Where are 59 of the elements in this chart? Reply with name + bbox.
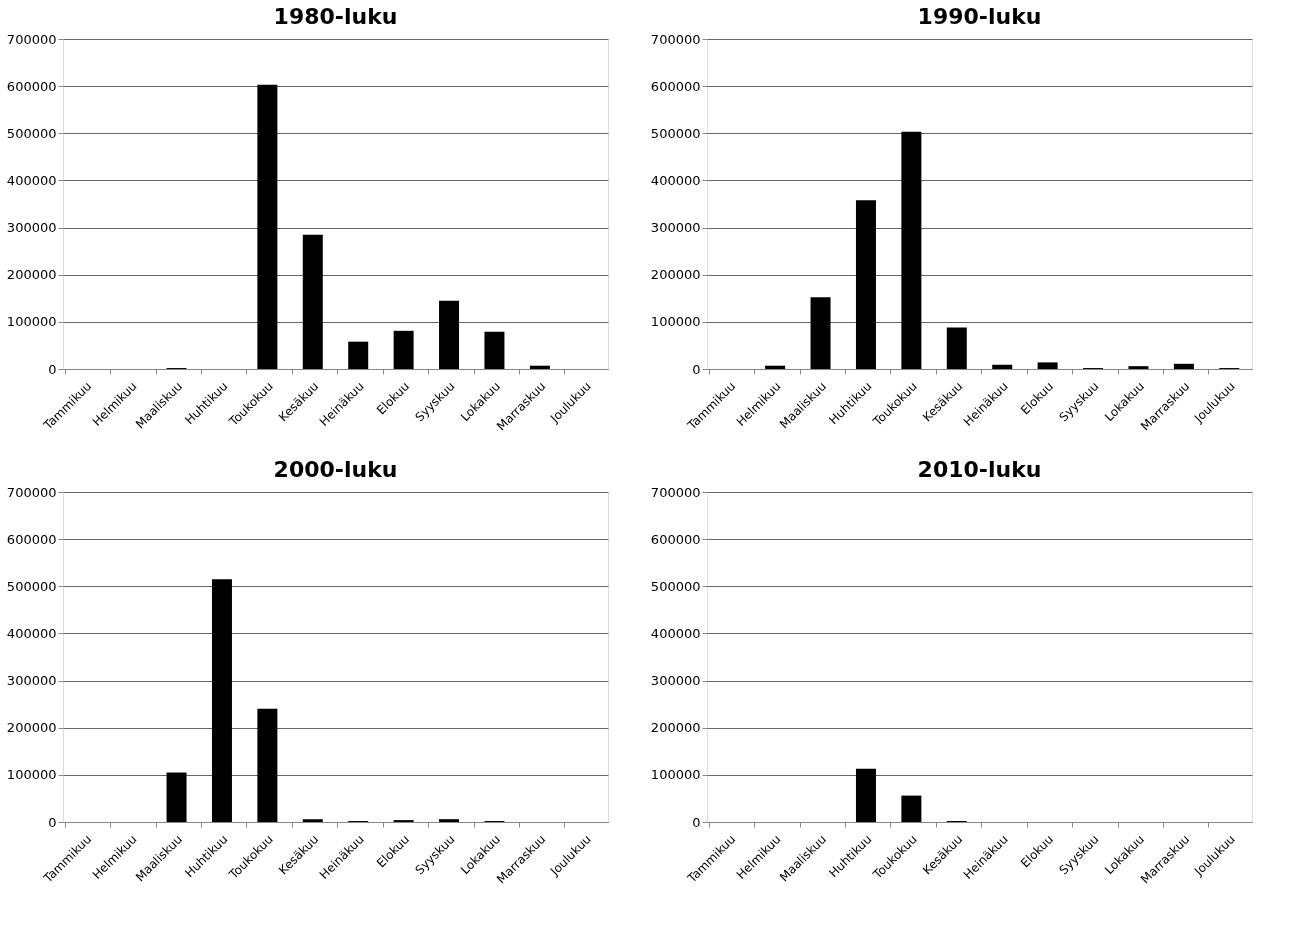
y-tick-label: 200000 [650, 267, 701, 283]
bar [992, 364, 1013, 369]
y-tick-label: 700000 [650, 31, 701, 47]
y-tick-label: 0 [48, 814, 57, 830]
bar [1128, 366, 1149, 369]
bar [257, 84, 278, 369]
bar [211, 579, 232, 822]
y-tick-label: 600000 [650, 531, 701, 547]
chart-title: 1980-luku [273, 4, 398, 29]
y-tick-label: 200000 [650, 720, 701, 736]
chart-title: 1990-luku [917, 4, 1042, 29]
bar [439, 819, 460, 822]
y-tick-label: 700000 [6, 484, 57, 500]
y-tick-label: 500000 [650, 125, 701, 141]
y-tick-label: 600000 [650, 78, 701, 94]
bar [529, 365, 550, 369]
chart-title: 2000-luku [273, 457, 398, 482]
y-tick-label: 400000 [650, 172, 701, 188]
bar [765, 365, 786, 369]
y-tick-label: 300000 [6, 220, 57, 236]
y-tick-label: 600000 [6, 531, 57, 547]
bar [302, 234, 323, 369]
y-tick-label: 200000 [6, 720, 57, 736]
bar [439, 300, 460, 369]
y-tick-label: 400000 [6, 625, 57, 641]
y-tick-label: 300000 [650, 673, 701, 689]
y-tick-label: 700000 [650, 484, 701, 500]
y-tick-label: 100000 [6, 767, 57, 783]
y-tick-label: 300000 [650, 220, 701, 236]
y-tick-label: 400000 [650, 625, 701, 641]
bar [257, 708, 278, 822]
y-tick-label: 0 [692, 814, 701, 830]
bar [393, 330, 414, 369]
bar [1037, 362, 1058, 369]
bar [946, 327, 967, 369]
y-tick-label: 600000 [6, 78, 57, 94]
bar [348, 341, 369, 369]
y-tick-label: 400000 [6, 172, 57, 188]
y-tick-label: 100000 [650, 314, 701, 330]
bar [901, 795, 922, 822]
bar [1173, 363, 1194, 369]
bar [901, 131, 922, 369]
y-tick-label: 500000 [6, 125, 57, 141]
y-tick-label: 500000 [650, 578, 701, 594]
y-tick-label: 100000 [650, 767, 701, 783]
bar [855, 768, 876, 822]
y-tick-label: 0 [692, 361, 701, 377]
y-tick-label: 700000 [6, 31, 57, 47]
bar [166, 772, 187, 822]
bar [855, 200, 876, 369]
y-tick-label: 200000 [6, 267, 57, 283]
bar [810, 297, 831, 369]
bar [302, 819, 323, 822]
y-tick-label: 0 [48, 361, 57, 377]
y-tick-label: 500000 [6, 578, 57, 594]
y-tick-label: 300000 [6, 673, 57, 689]
y-tick-label: 100000 [6, 314, 57, 330]
bar [484, 331, 505, 369]
chart-title: 2010-luku [917, 457, 1042, 482]
